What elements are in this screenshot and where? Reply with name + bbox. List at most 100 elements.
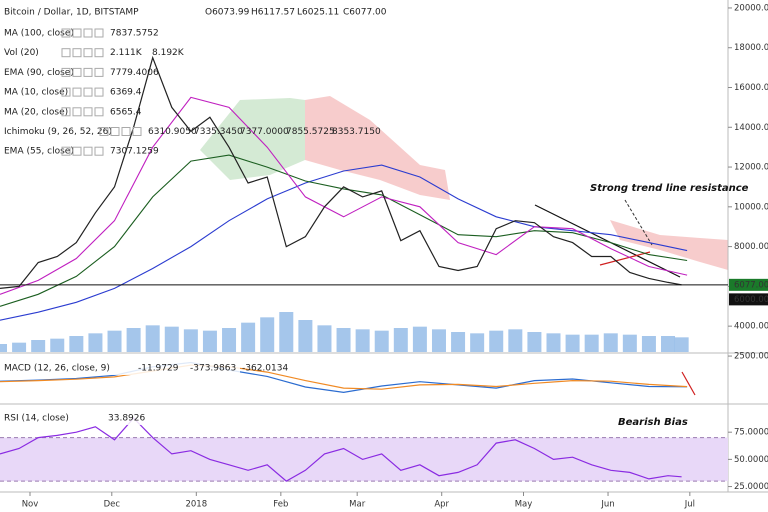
legend-bg [0, 45, 110, 60]
volume-bar [126, 328, 141, 352]
indicator-icon [83, 28, 93, 38]
legend-bg [0, 144, 110, 159]
indicator-icon [61, 28, 71, 38]
volume-bar [0, 344, 7, 352]
volume-bar [584, 334, 599, 352]
volume-bar [107, 330, 122, 352]
x-tick-label: May [515, 500, 533, 510]
indicator-icon [94, 28, 104, 38]
volume-bar [565, 334, 580, 352]
indicator-icon [61, 146, 71, 156]
last-price-label: 6077.00 [734, 280, 768, 290]
legend-value: 33.8926 [108, 414, 145, 424]
volume-bar [88, 333, 103, 352]
volume-bar [12, 342, 27, 352]
volume-bar [661, 336, 676, 352]
indicator-icon [94, 67, 104, 77]
indicator-value: 2.111K [110, 48, 143, 58]
volume-bar [298, 320, 313, 352]
legend-bg [0, 65, 110, 80]
indicator-icon [72, 87, 82, 97]
legend-title: RSI (14, close) [4, 414, 69, 424]
y-tick-label: 10000.00 [734, 202, 768, 212]
indicator-value: 7335.3450 [194, 127, 243, 137]
indicator-value: 7855.5725 [286, 127, 335, 137]
legend-title: MACD (12, 26, close, 9) [4, 364, 110, 374]
x-tick-label: 2018 [185, 500, 207, 510]
volume-bar [355, 329, 370, 352]
ohlc-value: H6117.57 [251, 8, 295, 18]
trend-line-red [599, 251, 651, 266]
y-tick-label: 75.0000 [734, 428, 768, 438]
ohlc-value: C6077.00 [343, 8, 387, 18]
indicator-icon [110, 127, 120, 136]
annotation: Strong trend line resistance [590, 183, 749, 194]
indicator-value: 7377.0000 [240, 127, 289, 137]
macd-line [0, 361, 688, 394]
indicator-name: EMA (55, close) [4, 147, 74, 157]
volume-bar [279, 312, 294, 352]
price-line [0, 55, 682, 289]
ohlc-value: L6025.11 [297, 8, 339, 18]
indicator-value: 8.192K [152, 48, 185, 58]
x-tick-label: Feb [273, 500, 288, 510]
indicator-icon [83, 146, 93, 156]
y-tick-label: 16000.00 [734, 83, 768, 93]
legend-bg [0, 104, 110, 119]
volume-bar [164, 326, 179, 352]
indicator-name: Vol (20) [4, 48, 39, 58]
volume-bar [260, 317, 275, 352]
legend-value: -362.0134 [242, 364, 288, 374]
volume-bar [69, 336, 84, 352]
ichimoku-cloud-red-2 [610, 220, 728, 270]
indicator-icon [94, 87, 104, 97]
indicator-icon [83, 87, 93, 97]
indicator-icon [94, 48, 104, 58]
bearish-arrow [681, 371, 696, 396]
indicator-name: MA (10, close) [4, 88, 68, 98]
y-tick-label: 8000.00 [734, 242, 768, 252]
legend-bg [0, 3, 390, 20]
rsi-line [0, 417, 682, 482]
legend-bg [0, 411, 240, 425]
indicator-icon [83, 67, 93, 77]
annotation-pointer [624, 199, 653, 246]
price-label-box [729, 278, 768, 291]
y-tick-label: 6000.00 [734, 295, 768, 305]
ichimoku-cloud-green [200, 98, 305, 180]
indicator-value: 7307.1259 [110, 147, 159, 157]
volume-bar [202, 330, 217, 352]
indicator-icon [61, 107, 71, 117]
legend-bg [0, 361, 240, 375]
volume-bar [241, 322, 256, 352]
indicator-value: 6565.4 [110, 107, 142, 117]
y-tick-label: 14000.00 [734, 123, 768, 133]
y-tick-label: 20000.00 [734, 3, 768, 13]
symbol-title: Bitcoin / Dollar, 1D, BITSTAMP [4, 8, 139, 18]
indicator-value: 7779.4006 [110, 68, 159, 78]
indicator-name: EMA (90, close) [4, 68, 74, 78]
indicator-name: Ichimoku (9, 26, 52, 26) [4, 127, 112, 137]
y-tick-label: 25.0000 [734, 482, 768, 492]
volume-bar [145, 325, 160, 352]
volume-bar [31, 340, 46, 352]
price-label-box [729, 293, 768, 306]
moving-average-line [0, 164, 688, 321]
indicator-icon [83, 48, 93, 58]
moving-average-line [0, 154, 688, 307]
indicator-value: 7837.5752 [110, 29, 159, 39]
y-tick-label: 12000.00 [734, 163, 768, 173]
legend-bg [0, 85, 110, 100]
annotation: Bearish Bias [618, 417, 688, 428]
indicator-icon [72, 67, 82, 77]
legend-bg [0, 124, 110, 139]
volume-bar [336, 328, 351, 352]
indicator-icon [94, 107, 104, 117]
volume-bar [546, 333, 561, 352]
legend-bg [0, 26, 110, 40]
volume-bar [508, 329, 523, 352]
volume-bar [674, 337, 689, 352]
volume-bar [489, 330, 504, 352]
volume-bar [527, 332, 542, 352]
